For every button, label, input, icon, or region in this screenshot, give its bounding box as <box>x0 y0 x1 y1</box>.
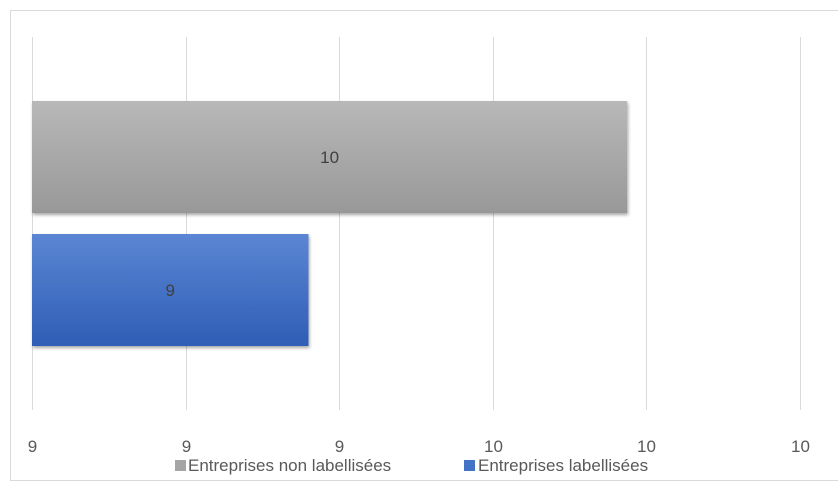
legend-swatch <box>464 460 475 471</box>
legend-swatch <box>175 460 186 471</box>
bar-entreprises-non-labellisees <box>32 101 628 213</box>
x-tick-label: 9 <box>28 437 37 456</box>
x-tick-label: 10 <box>637 437 656 456</box>
bar-entreprises-labellisees <box>32 234 309 346</box>
x-tick-label: 9 <box>182 437 191 456</box>
legend-label: Entreprises labellisées <box>478 456 648 475</box>
x-tick-label: 9 <box>335 437 344 456</box>
legend: Entreprises non labellisées Entreprises l… <box>175 456 648 475</box>
grid-lines <box>32 37 801 410</box>
x-tick-label: 10 <box>484 437 503 456</box>
legend-label: Entreprises non labellisées <box>188 456 391 475</box>
x-tick-labels: 9 9 9 10 10 10 <box>28 437 810 456</box>
chart-border <box>10 10 838 481</box>
bar-data-label: 10 <box>320 148 339 167</box>
bar-labels: 10 9 <box>166 148 340 300</box>
x-tick-label: 10 <box>791 437 810 456</box>
bars <box>32 101 628 346</box>
bar-data-label: 9 <box>166 281 175 300</box>
